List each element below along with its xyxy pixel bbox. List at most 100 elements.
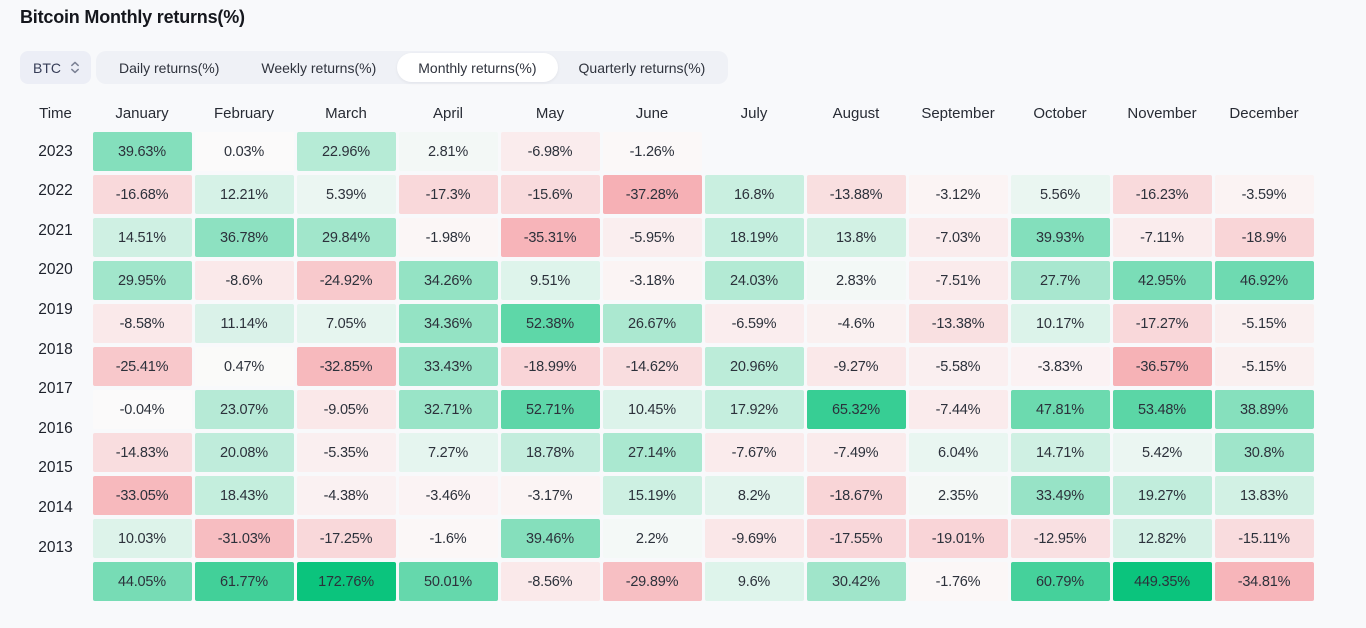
heatmap-cell: -7.03%: [908, 218, 1008, 257]
heatmap-row-2019: -8.58% 11.14% 7.05% 34.36% 52.38% 26.67% -6.59…: [20, 302, 1315, 345]
heatmap-cell: 18.19%: [704, 218, 804, 257]
heatmap-cell: -14.62%: [602, 347, 702, 386]
heatmap-cell: -34.81%: [1214, 562, 1314, 601]
heatmap-cell: 29.84%: [296, 218, 396, 257]
heatmap-cell: -1.6%: [398, 519, 498, 558]
heatmap-cell: 18.43%: [194, 476, 294, 515]
heatmap-cell-empty: [705, 132, 804, 171]
heatmap-cell: 7.05%: [296, 304, 396, 343]
tab-daily-returns[interactable]: Daily returns(%): [119, 59, 220, 76]
heatmap-cell: -17.3%: [398, 175, 498, 214]
heatmap-cell: 38.89%: [1214, 390, 1314, 429]
asset-selector-value: BTC: [33, 59, 61, 76]
heatmap-cell: -33.05%: [92, 476, 192, 515]
returns-heatmap: Time January February March April May June July…: [20, 96, 1315, 603]
heatmap-cell: -6.98%: [500, 132, 600, 171]
heatmap-cell: -7.44%: [908, 390, 1008, 429]
heatmap-cell: -8.6%: [194, 261, 294, 300]
year-labels: 2023 2022 2021 2020 2019 2018 2017 2016 2015 2014…: [20, 130, 91, 603]
heatmap-cell: -16.68%: [92, 175, 192, 214]
year-label-2023: 2023: [38, 142, 73, 160]
heatmap-cell: 47.81%: [1010, 390, 1110, 429]
heatmap-cell: -3.18%: [602, 261, 702, 300]
heatmap-cell: 30.42%: [806, 562, 906, 601]
heatmap-cell: 39.93%: [1010, 218, 1110, 257]
heatmap-cell: -17.55%: [806, 519, 906, 558]
heatmap-row-2014: 10.03% -31.03% -17.25% -1.6% 39.46% 2.2% -9.69…: [20, 517, 1315, 560]
heatmap-cell: 30.8%: [1214, 433, 1314, 472]
heatmap-cell: -17.25%: [296, 519, 396, 558]
heatmap-cell: -19.01%: [908, 519, 1008, 558]
heatmap-cell: 12.82%: [1112, 519, 1212, 558]
heatmap-cell: -7.51%: [908, 261, 1008, 300]
heatmap-row-2015: -33.05% 18.43% -4.38% -3.46% -3.17% 15.19% 8.2…: [20, 474, 1315, 517]
heatmap-cell: 14.51%: [92, 218, 192, 257]
heatmap-cell: -18.99%: [500, 347, 600, 386]
year-label-2015: 2015: [38, 459, 73, 477]
year-label-2014: 2014: [38, 498, 73, 516]
column-header-time: Time: [39, 104, 72, 122]
heatmap-cell: -4.6%: [806, 304, 906, 343]
tab-monthly-returns[interactable]: Monthly returns(%): [397, 53, 558, 82]
heatmap-cell: 27.14%: [602, 433, 702, 472]
heatmap-cell: 39.63%: [92, 132, 192, 171]
heatmap-cell: 27.7%: [1010, 261, 1110, 300]
heatmap-cell: 13.8%: [806, 218, 906, 257]
year-label-2018: 2018: [38, 340, 73, 358]
heatmap-row-2021: 14.51% 36.78% 29.84% -1.98% -35.31% -5.95% 18.…: [20, 216, 1315, 259]
heatmap-cell: -1.76%: [908, 562, 1008, 601]
heatmap-cell: -13.38%: [908, 304, 1008, 343]
heatmap-cell: -7.49%: [806, 433, 906, 472]
heatmap-cell: 44.05%: [92, 562, 192, 601]
tab-quarterly-returns[interactable]: Quarterly returns(%): [578, 59, 706, 76]
asset-selector[interactable]: BTC: [20, 51, 91, 84]
heatmap-cell: 9.6%: [704, 562, 804, 601]
heatmap-cell: -8.56%: [500, 562, 600, 601]
heatmap-cell: -5.95%: [602, 218, 702, 257]
heatmap-cell: 13.83%: [1214, 476, 1314, 515]
heatmap-cell: 32.71%: [398, 390, 498, 429]
heatmap-cell: -32.85%: [296, 347, 396, 386]
page-title: Bitcoin Monthly returns(%): [20, 7, 245, 27]
column-header-april: April: [432, 104, 463, 122]
heatmap-cell: -3.46%: [398, 476, 498, 515]
heatmap-cell: 14.71%: [1010, 433, 1110, 472]
column-header-may: May: [535, 104, 565, 122]
heatmap-cell: 7.27%: [398, 433, 498, 472]
heatmap-cell: 53.48%: [1112, 390, 1212, 429]
heatmap-cell: 33.43%: [398, 347, 498, 386]
heatmap-cell: -31.03%: [194, 519, 294, 558]
heatmap-cell: -9.27%: [806, 347, 906, 386]
heatmap-cell: 34.36%: [398, 304, 498, 343]
heatmap-cell: 0.03%: [194, 132, 294, 171]
heatmap-row-2013: 44.05% 61.77% 172.76% 50.01% -8.56% -29.89% 9.…: [20, 560, 1315, 603]
column-header-february: February: [213, 104, 275, 122]
heatmap-cell: 65.32%: [806, 390, 906, 429]
heatmap-cell: 33.49%: [1010, 476, 1110, 515]
heatmap-cell: 24.03%: [704, 261, 804, 300]
heatmap-cell: -36.57%: [1112, 347, 1212, 386]
heatmap-cell-empty: [909, 132, 1008, 171]
heatmap-cell: 34.26%: [398, 261, 498, 300]
heatmap-cell: 15.19%: [602, 476, 702, 515]
year-label-2022: 2022: [38, 182, 73, 200]
heatmap-cell: 11.14%: [194, 304, 294, 343]
heatmap-cell: -17.27%: [1112, 304, 1212, 343]
tab-weekly-returns[interactable]: Weekly returns(%): [261, 59, 377, 76]
tab-bar: Daily returns(%) Weekly returns(%) Monthly…: [96, 51, 729, 84]
heatmap-cell: -4.38%: [296, 476, 396, 515]
heatmap-cell-empty: [1113, 132, 1212, 171]
heatmap-cell: -7.67%: [704, 433, 804, 472]
heatmap-cell: -14.83%: [92, 433, 192, 472]
heatmap-cell-empty: [807, 132, 906, 171]
heatmap-cell-empty: [1215, 132, 1314, 171]
column-header-november: November: [1127, 104, 1197, 122]
heatmap-row-2017: -0.04% 23.07% -9.05% 32.71% 52.71% 10.45% 17.9…: [20, 388, 1315, 431]
heatmap-cell: -3.12%: [908, 175, 1008, 214]
column-header-december: December: [1229, 104, 1299, 122]
heatmap-cell: -13.88%: [806, 175, 906, 214]
heatmap-cell: 20.08%: [194, 433, 294, 472]
column-header-july: July: [740, 104, 768, 122]
heatmap-cell: -5.35%: [296, 433, 396, 472]
heatmap-cell: -3.17%: [500, 476, 600, 515]
